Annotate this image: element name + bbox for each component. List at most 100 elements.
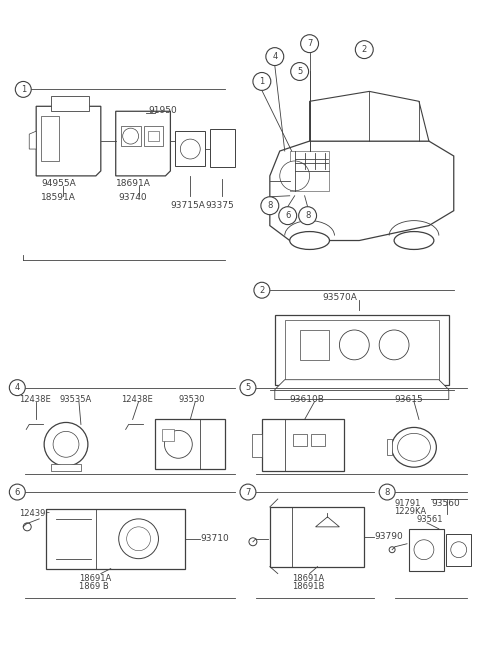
Text: 93561: 93561 bbox=[417, 515, 444, 524]
Circle shape bbox=[300, 35, 319, 53]
Text: 1229KA: 1229KA bbox=[394, 507, 426, 516]
Polygon shape bbox=[270, 141, 454, 240]
Text: 4: 4 bbox=[15, 383, 20, 392]
Text: 12438E: 12438E bbox=[120, 395, 153, 403]
Polygon shape bbox=[275, 380, 449, 399]
Ellipse shape bbox=[392, 428, 436, 467]
Text: 93710: 93710 bbox=[200, 533, 229, 543]
Polygon shape bbox=[285, 320, 439, 380]
Bar bbox=[147, 131, 159, 141]
Polygon shape bbox=[310, 91, 429, 141]
Circle shape bbox=[44, 422, 88, 466]
Circle shape bbox=[127, 527, 151, 551]
Ellipse shape bbox=[394, 231, 434, 250]
Circle shape bbox=[339, 330, 369, 360]
Polygon shape bbox=[46, 509, 185, 568]
Text: 93570A: 93570A bbox=[322, 293, 357, 302]
Ellipse shape bbox=[397, 434, 431, 461]
Polygon shape bbox=[387, 440, 392, 455]
Circle shape bbox=[9, 380, 25, 396]
Text: 7: 7 bbox=[245, 487, 251, 497]
Text: 5: 5 bbox=[245, 383, 251, 392]
Circle shape bbox=[180, 139, 200, 159]
Circle shape bbox=[254, 283, 270, 298]
Bar bbox=[300, 330, 329, 360]
Bar bbox=[144, 126, 164, 146]
Circle shape bbox=[165, 430, 192, 458]
Circle shape bbox=[266, 48, 284, 66]
Circle shape bbox=[9, 484, 25, 500]
Polygon shape bbox=[446, 533, 471, 566]
Polygon shape bbox=[275, 315, 449, 384]
Text: 93715A: 93715A bbox=[170, 201, 205, 210]
Circle shape bbox=[119, 519, 158, 558]
Bar bbox=[51, 97, 89, 111]
Polygon shape bbox=[156, 419, 225, 469]
Polygon shape bbox=[262, 419, 344, 471]
Text: 93535A: 93535A bbox=[59, 395, 91, 403]
Bar bbox=[311, 434, 324, 446]
Bar bbox=[120, 126, 141, 146]
Text: 93560: 93560 bbox=[431, 499, 460, 508]
Polygon shape bbox=[51, 464, 81, 471]
Text: 91950: 91950 bbox=[148, 106, 177, 115]
Circle shape bbox=[253, 72, 271, 91]
Text: 93615: 93615 bbox=[394, 395, 423, 403]
Circle shape bbox=[299, 207, 316, 225]
Polygon shape bbox=[409, 529, 444, 570]
Circle shape bbox=[389, 547, 395, 553]
Text: 8: 8 bbox=[384, 487, 390, 497]
Circle shape bbox=[355, 41, 373, 58]
Text: 1: 1 bbox=[259, 77, 264, 86]
Bar bbox=[210, 129, 235, 167]
Circle shape bbox=[53, 432, 79, 457]
Text: 6: 6 bbox=[285, 211, 290, 220]
Circle shape bbox=[23, 523, 31, 531]
Text: 8: 8 bbox=[267, 201, 273, 210]
Circle shape bbox=[261, 196, 279, 215]
Text: 12438E: 12438E bbox=[19, 395, 51, 403]
Bar bbox=[175, 131, 205, 166]
Circle shape bbox=[280, 161, 310, 191]
Text: 6: 6 bbox=[14, 487, 20, 497]
Bar bbox=[162, 430, 174, 442]
Text: 18591A: 18591A bbox=[41, 193, 76, 202]
Circle shape bbox=[249, 538, 257, 546]
Polygon shape bbox=[315, 517, 339, 527]
Circle shape bbox=[291, 62, 309, 80]
Ellipse shape bbox=[290, 231, 329, 250]
Text: 12439F: 12439F bbox=[19, 509, 50, 518]
Text: 93375: 93375 bbox=[205, 201, 234, 210]
Polygon shape bbox=[116, 111, 170, 176]
Polygon shape bbox=[29, 131, 36, 149]
Text: 4: 4 bbox=[272, 52, 277, 61]
Text: 7: 7 bbox=[307, 39, 312, 48]
Circle shape bbox=[279, 207, 297, 225]
Polygon shape bbox=[270, 507, 364, 566]
Bar bbox=[293, 434, 307, 446]
Text: 18691A: 18691A bbox=[116, 179, 151, 188]
Text: 2: 2 bbox=[361, 45, 367, 54]
Circle shape bbox=[379, 330, 409, 360]
Circle shape bbox=[414, 540, 434, 560]
Text: 5: 5 bbox=[297, 67, 302, 76]
Text: 18691A: 18691A bbox=[79, 574, 111, 583]
Text: 18691A: 18691A bbox=[292, 574, 324, 583]
Circle shape bbox=[240, 484, 256, 500]
Text: 94955A: 94955A bbox=[41, 179, 76, 188]
Text: 93740: 93740 bbox=[119, 193, 147, 202]
Text: 93530: 93530 bbox=[179, 395, 205, 403]
Text: 91791: 91791 bbox=[394, 499, 420, 508]
Polygon shape bbox=[252, 434, 262, 457]
Circle shape bbox=[15, 81, 31, 97]
Text: 1869 B: 1869 B bbox=[79, 581, 108, 591]
Circle shape bbox=[240, 380, 256, 396]
Text: 93790: 93790 bbox=[374, 532, 403, 541]
Text: 93610B: 93610B bbox=[290, 395, 324, 403]
Polygon shape bbox=[41, 116, 59, 161]
Circle shape bbox=[123, 128, 139, 144]
Text: 2: 2 bbox=[259, 286, 264, 295]
Circle shape bbox=[451, 542, 467, 558]
Polygon shape bbox=[36, 106, 101, 176]
Text: 18691B: 18691B bbox=[292, 581, 324, 591]
